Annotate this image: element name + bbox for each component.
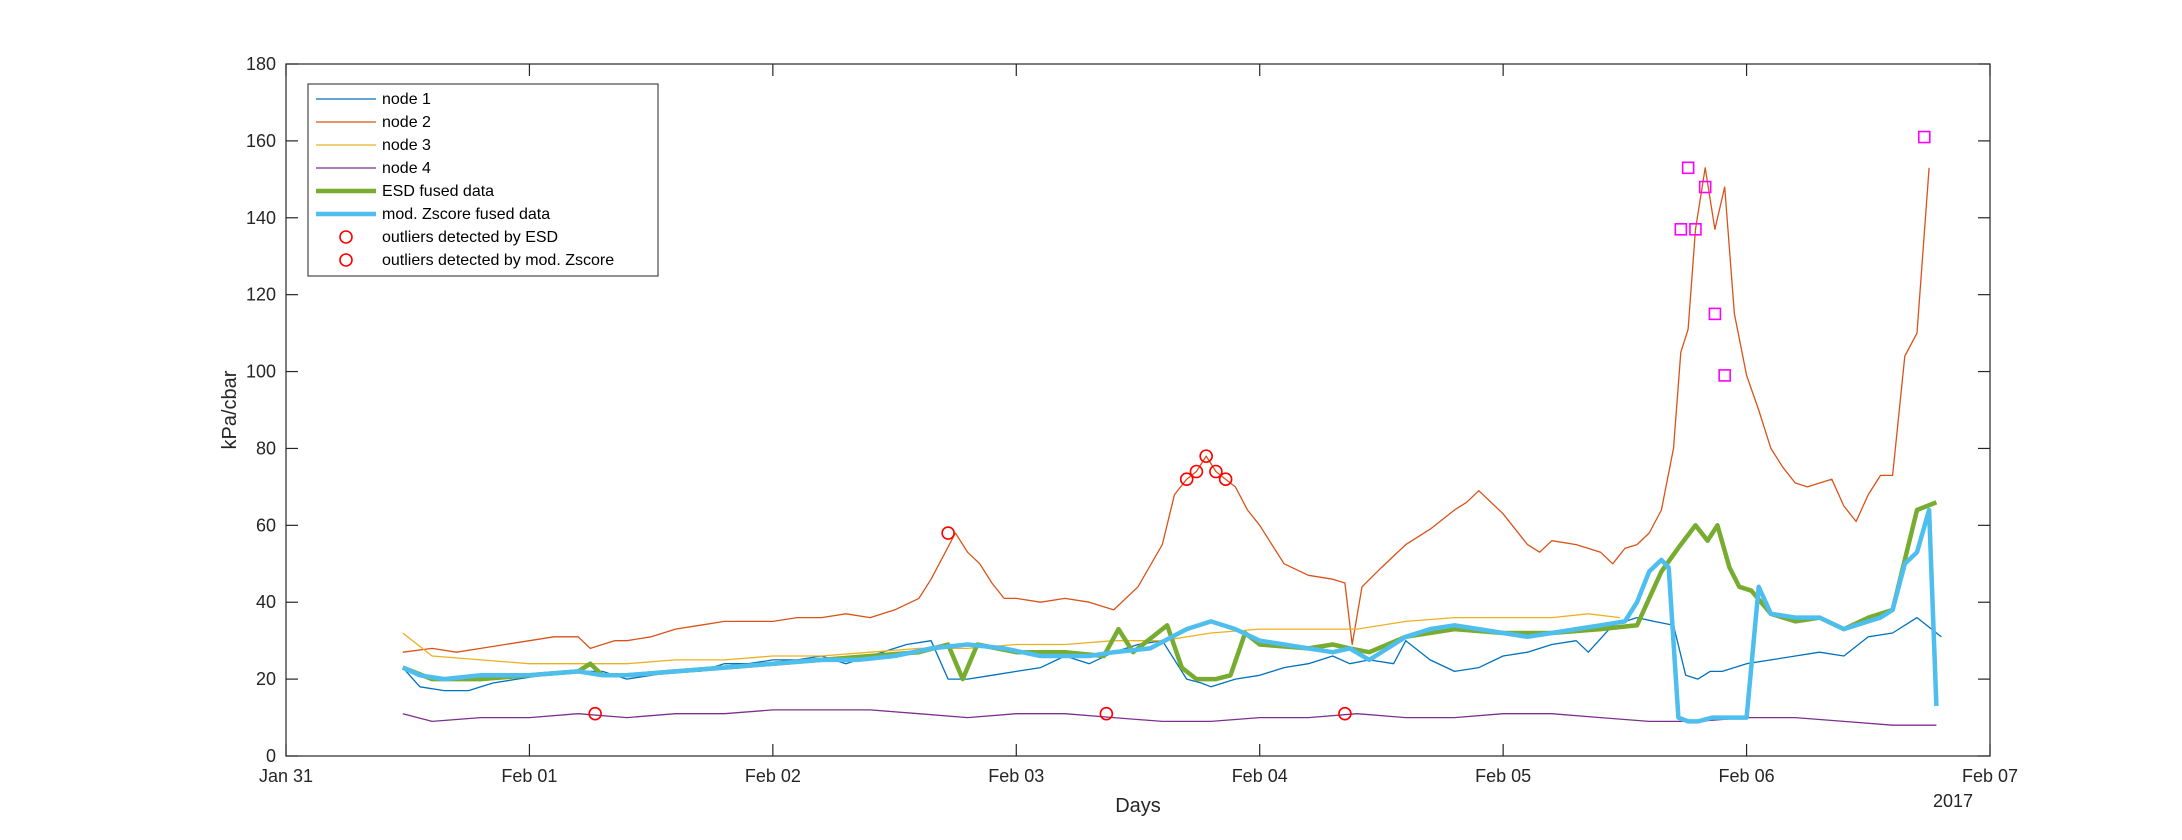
esd-outlier-marker [1209,464,1223,479]
y-tick-label: 140 [246,208,276,228]
x-tick-label: Feb 05 [1475,766,1531,786]
zscore-outlier-marker [1674,223,1688,236]
esd-outlier-marker [1099,706,1114,721]
zscore-outlier-marker [1708,307,1722,321]
y-tick-label: 20 [256,669,276,689]
series-line-node-3 [402,613,1621,665]
legend-item-mod-zscore-fused-data: mod. Zscore fused data [316,206,550,223]
legend-item-node-3: node 3 [316,137,431,154]
legend: node 1 node 2 node 3 node 4 ESD fused data mo… [307,83,659,277]
x-tick-label: Feb 04 [1232,766,1288,786]
zscore-outlier-marker [1917,130,1931,144]
legend-label: node 4 [382,160,431,177]
legend-label: node 3 [382,137,431,154]
series-line-mod-zscore-fused-data [401,507,1939,724]
legend-label: node 2 [382,114,431,131]
tick-layer: Jan 31 Feb 01 Feb 02 Feb 03 Feb 04 Feb 05 Feb … [246,54,2018,786]
axes-box [285,63,1991,757]
legend-label: ESD fused data [382,183,494,200]
year-label: 2017 [1933,791,1973,811]
y-tick-label: 160 [246,131,276,151]
x-tick-label: Feb 03 [988,766,1044,786]
zscore-outlier-marker [1698,180,1712,194]
esd-outlier-marker [1218,472,1233,487]
legend-item-esd-fused-data: ESD fused data [316,183,494,200]
y-tick-label: 80 [256,438,276,458]
legend-item-node-2: node 2 [316,114,431,131]
legend-item-node-1: node 1 [316,91,431,108]
x-axis-label: Days [1115,795,1161,817]
series-layer [401,167,1942,726]
y-tick-label: 180 [246,54,276,74]
esd-outlier-marker [1189,464,1204,479]
esd-outlier-marker [941,526,955,540]
marker-layer [588,130,1931,721]
zscore-outlier-marker [1718,369,1731,382]
y-tick-label: 40 [256,592,276,612]
esd-outlier-marker [1199,449,1213,463]
legend-label: outliers detected by ESD [382,229,558,246]
y-axis-label: kPa/cbar [219,370,241,449]
x-tick-label: Feb 07 [1962,766,2018,786]
esd-outlier-marker [1338,706,1352,721]
legend-marker [339,253,353,267]
legend-label: outliers detected by mod. Zscore [382,252,614,269]
zscore-outlier-marker [1681,161,1695,175]
x-tick-label: Feb 01 [501,766,557,786]
legend-item-outliers-detected-by-esd: outliers detected by ESD [339,229,558,246]
legend-label: mod. Zscore fused data [382,206,550,223]
x-tick-label: Feb 02 [745,766,801,786]
y-tick-label: 60 [256,515,276,535]
legend-item-node-4: node 4 [316,160,431,177]
legend-marker [339,230,353,244]
x-tick-label: Feb 06 [1719,766,1775,786]
legend-item-outliers-detected-by-mod-zscore: outliers detected by mod. Zscore [339,252,614,269]
esd-outlier-marker [1179,472,1194,487]
x-tick-label: Jan 31 [259,766,313,786]
y-tick-label: 0 [266,746,276,766]
zscore-outlier-marker [1689,223,1702,236]
legend-box [307,83,659,277]
y-tick-label: 120 [246,285,276,305]
series-line-node-4 [402,709,1937,726]
legend-label: node 1 [382,91,431,108]
y-tick-label: 100 [246,362,276,382]
series-line-node-2 [402,167,1930,653]
esd-outlier-marker [588,706,602,721]
